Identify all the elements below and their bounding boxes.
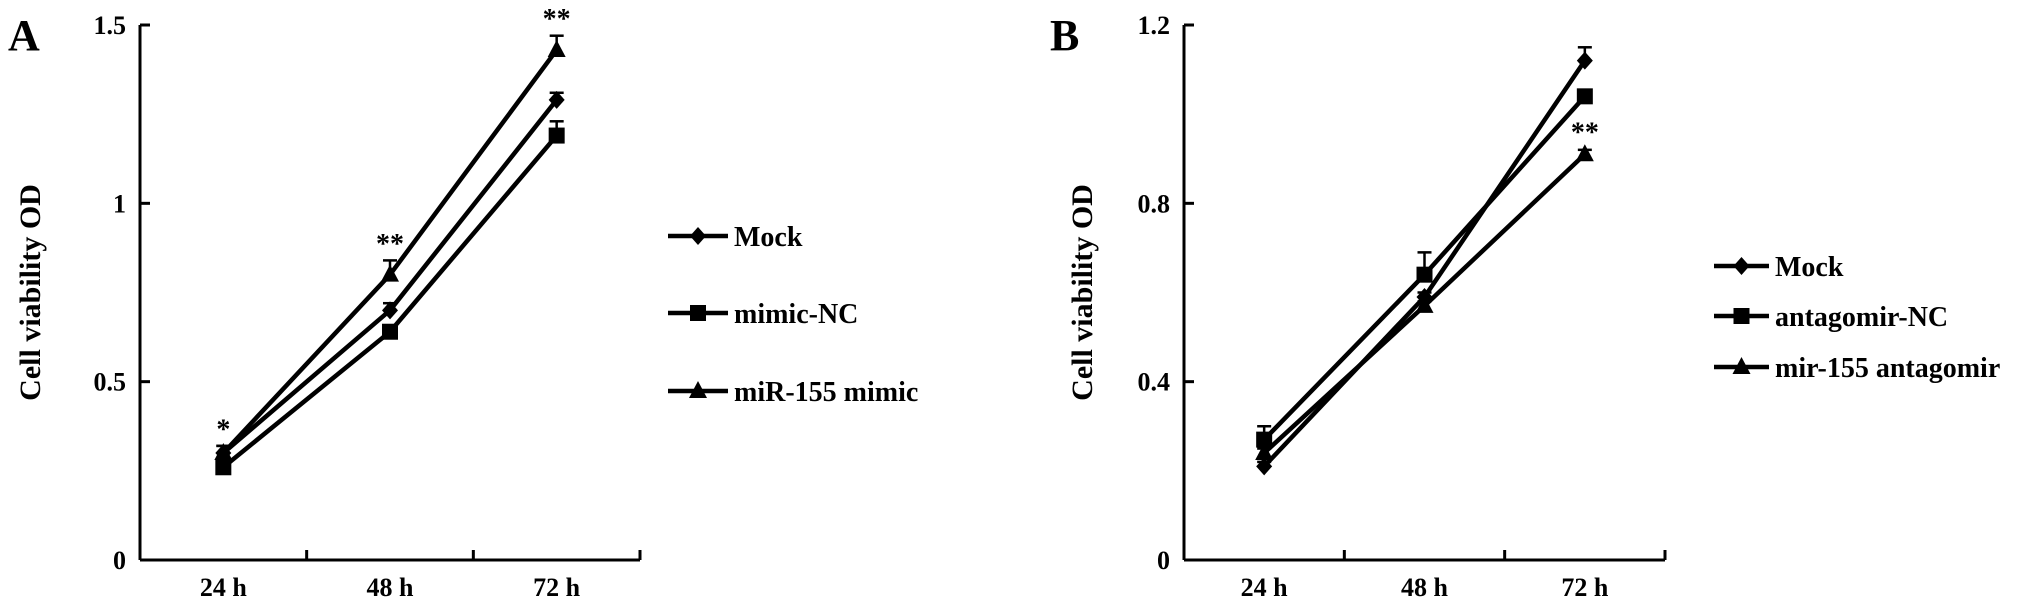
data-point: [1576, 88, 1593, 105]
legend-label: Mock: [1775, 252, 1844, 283]
y-tick-label: 1.5: [94, 11, 127, 40]
y-tick-label: 1.2: [1138, 11, 1171, 40]
y-tick-label: 1: [113, 189, 126, 218]
legend-item: Mock: [668, 222, 803, 253]
x-tick-label: 24 h: [1241, 573, 1289, 602]
legend-label: miR-155 mimic: [734, 377, 918, 408]
legend-label: Mock: [734, 222, 803, 253]
legend-item: mimic-NC: [668, 299, 858, 330]
x-tick-label: 48 h: [367, 573, 415, 602]
data-point: [548, 127, 565, 144]
legend-marker: [689, 381, 707, 398]
series-mir-155-mimic: [214, 34, 566, 460]
data-point: [1575, 144, 1594, 162]
data-point: [381, 264, 399, 282]
data-point: [1576, 51, 1593, 70]
legend-marker: [690, 227, 706, 245]
data-point: [547, 39, 566, 57]
significance-marker: **: [1571, 117, 1599, 148]
significance-marker: **: [543, 4, 571, 35]
legend-item: antagomir-NC: [1714, 302, 1948, 333]
legend-item: miR-155 mimic: [668, 377, 918, 408]
data-point: [1256, 431, 1273, 448]
legend-label: mimic-NC: [734, 299, 858, 330]
data-point: [214, 443, 233, 460]
legend-item: Mock: [1714, 252, 1844, 283]
legend-marker: [1733, 308, 1750, 324]
legend-marker: [1732, 357, 1751, 374]
y-tick-label: 0: [113, 546, 126, 575]
x-tick-label: 24 h: [200, 573, 248, 602]
y-tick-label: 0.4: [1138, 368, 1171, 397]
series-antagomir-nc: [1256, 88, 1593, 448]
legend-item: mir-155 antagomir: [1714, 353, 2000, 384]
series-mir-155-antagomir: [1255, 144, 1594, 460]
data-point: [1255, 443, 1274, 460]
legend-marker: [1733, 257, 1750, 275]
panel-b: B 0 0.4 0.8 1.2 24 h 48 h 72 h Cell viability OD…: [1050, 11, 2000, 602]
y-axis-title: Cell viability OD: [1066, 184, 1099, 401]
y-tick-label: 0.8: [1138, 189, 1171, 218]
significance-marker: **: [376, 229, 404, 260]
x-tick-label: 48 h: [1401, 573, 1449, 602]
panel-letter: B: [1050, 11, 1079, 60]
data-point: [1415, 295, 1434, 313]
y-axis-title: Cell viability OD: [14, 184, 47, 401]
significance-marker: *: [216, 414, 230, 445]
panel-letter: A: [8, 11, 40, 60]
data-point: [382, 301, 398, 320]
data-point: [382, 323, 398, 340]
y-tick-label: 0.5: [94, 368, 127, 397]
legend-label: mir-155 antagomir: [1775, 353, 2000, 384]
data-point: [548, 90, 565, 109]
legend-marker: [690, 305, 706, 321]
x-tick-label: 72 h: [533, 573, 581, 602]
data-point: [1256, 457, 1273, 476]
series-mimic-nc: [215, 120, 565, 476]
legend-label: antagomir-NC: [1775, 302, 1948, 333]
x-tick-label: 72 h: [1561, 573, 1609, 602]
y-tick-label: 0: [1157, 546, 1170, 575]
data-point: [1416, 266, 1433, 283]
data-point: [215, 459, 232, 476]
